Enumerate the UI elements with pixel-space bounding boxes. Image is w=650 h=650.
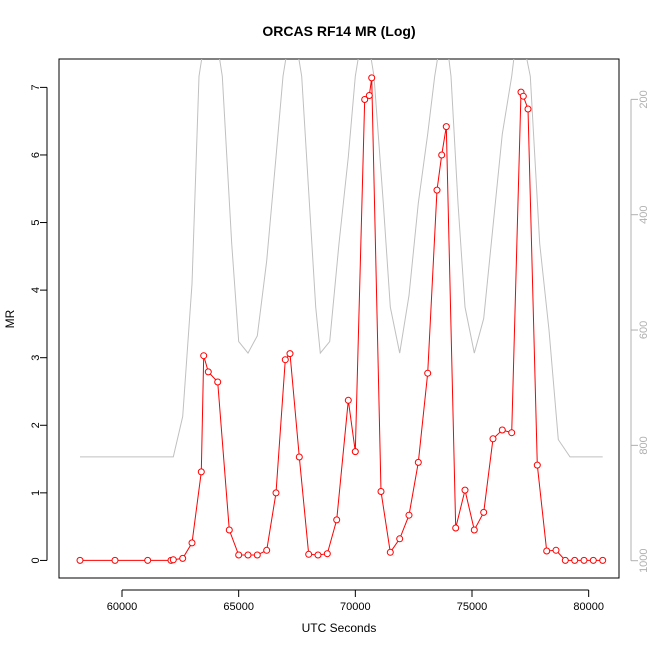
x-tick-label: 70000 [340,601,371,613]
data-point [480,508,488,516]
y-tick-label: 5 [30,219,42,225]
data-point [281,356,289,364]
series-line-mr [80,77,603,561]
data-point [461,486,469,494]
x-tick-label: 65000 [223,601,254,613]
series-layer [76,59,607,564]
data-point [452,524,460,532]
data-point [272,489,280,497]
y-tick-label: 2 [30,422,42,428]
data-point [169,556,177,564]
data-point [414,458,422,466]
plot-frame [58,58,620,579]
data-point [442,123,450,131]
axes-layer: 60000 65000 70000 75000 80000 0 1 2 3 4 5 6 7 200 400 6… [30,84,650,613]
data-point [188,539,196,547]
data-point [351,448,359,456]
data-point [377,488,385,495]
y-tick-label: 4 [30,287,42,293]
data-point [361,96,369,103]
data-point [323,550,331,558]
data-point [489,435,497,443]
data-point [508,429,516,437]
data-point [244,551,252,559]
data-point [524,105,532,113]
y-tick-label: 1 [30,490,42,496]
x-tick-label: 75000 [457,601,488,613]
data-point [571,556,579,564]
data-point [253,551,261,559]
y-tick-label: 6 [30,152,42,158]
x-tick-label: 60000 [107,601,138,613]
data-point [295,453,303,461]
data-point [519,92,527,100]
y2-tick-label: 800 [638,436,650,454]
data-point [561,556,569,564]
chart-title: ORCAS RF14 MR (Log) [262,23,415,39]
series-line-right-axis [80,59,603,458]
data-point [314,551,322,559]
data-point [76,556,84,564]
data-point [580,556,588,564]
data-point [286,350,294,358]
data-point [533,461,541,469]
data-point [365,92,373,99]
data-point [438,151,446,159]
y-axis-label: MR [3,309,17,328]
data-point [599,556,607,564]
data-point [333,516,341,524]
data-point [235,551,243,559]
data-point [214,378,222,386]
y2-tick-label: 400 [638,206,650,224]
y2-tick-label: 1000 [638,548,650,572]
y-tick-label: 0 [30,557,42,563]
data-point [433,186,441,194]
data-point [225,526,233,534]
data-point [386,548,394,556]
data-point [368,74,376,82]
data-point [552,546,560,554]
data-point [111,556,119,564]
data-point [498,426,506,434]
data-point [405,511,413,519]
data-point [144,556,152,564]
y-tick-label: 3 [30,355,42,361]
y-tick-label: 7 [30,84,42,90]
data-point [263,546,271,554]
x-axis-label: UTC Seconds [302,621,377,635]
data-point [543,547,551,555]
data-point [396,535,404,543]
data-point [179,554,187,562]
data-point [344,396,352,404]
x-tick-label: 80000 [573,601,604,613]
data-point [204,368,212,376]
data-point [589,556,597,564]
y2-tick-label: 600 [638,321,650,339]
data-point [424,369,432,377]
data-point [305,550,313,558]
data-point [200,352,208,360]
data-point [197,468,205,476]
y2-tick-label: 200 [638,90,650,108]
data-point [470,526,478,534]
